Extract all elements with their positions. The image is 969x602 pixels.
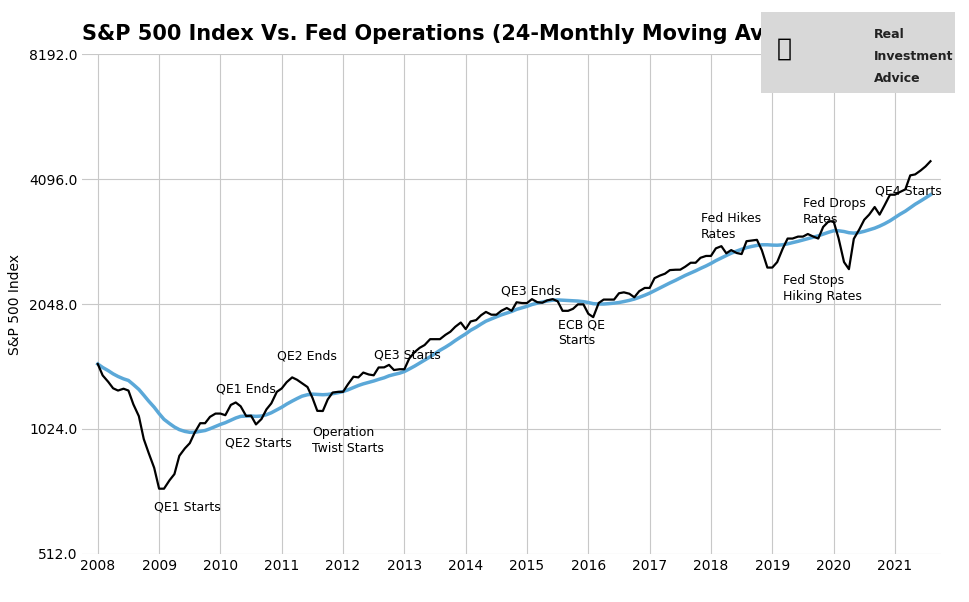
- Text: S&P 500 Index Vs. Fed Operations (24-Monthly Moving Avg.): S&P 500 Index Vs. Fed Operations (24-Mon…: [82, 24, 796, 45]
- Text: QE3 Starts: QE3 Starts: [373, 349, 440, 361]
- Text: QE2 Ends: QE2 Ends: [276, 350, 336, 362]
- Text: QE1 Ends: QE1 Ends: [215, 383, 275, 396]
- Text: QE3 Ends: QE3 Ends: [501, 285, 560, 298]
- Text: 🦅: 🦅: [776, 37, 792, 61]
- Text: Fed Stops
Hiking Rates: Fed Stops Hiking Rates: [782, 274, 860, 303]
- Text: QE4 Starts: QE4 Starts: [874, 184, 941, 197]
- Text: Fed Hikes
Rates: Fed Hikes Rates: [700, 213, 760, 241]
- Text: Advice: Advice: [873, 72, 920, 85]
- Text: Real: Real: [873, 28, 904, 42]
- Text: QE2 Starts: QE2 Starts: [225, 437, 292, 450]
- Y-axis label: S&P 500 Index: S&P 500 Index: [8, 253, 22, 355]
- Text: Fed Drops
Rates: Fed Drops Rates: [802, 197, 864, 226]
- Text: Investment: Investment: [873, 50, 953, 63]
- Text: ECB QE
Starts: ECB QE Starts: [557, 318, 604, 347]
- Text: Operation
Twist Starts: Operation Twist Starts: [312, 426, 384, 455]
- Text: QE1 Starts: QE1 Starts: [154, 500, 221, 513]
